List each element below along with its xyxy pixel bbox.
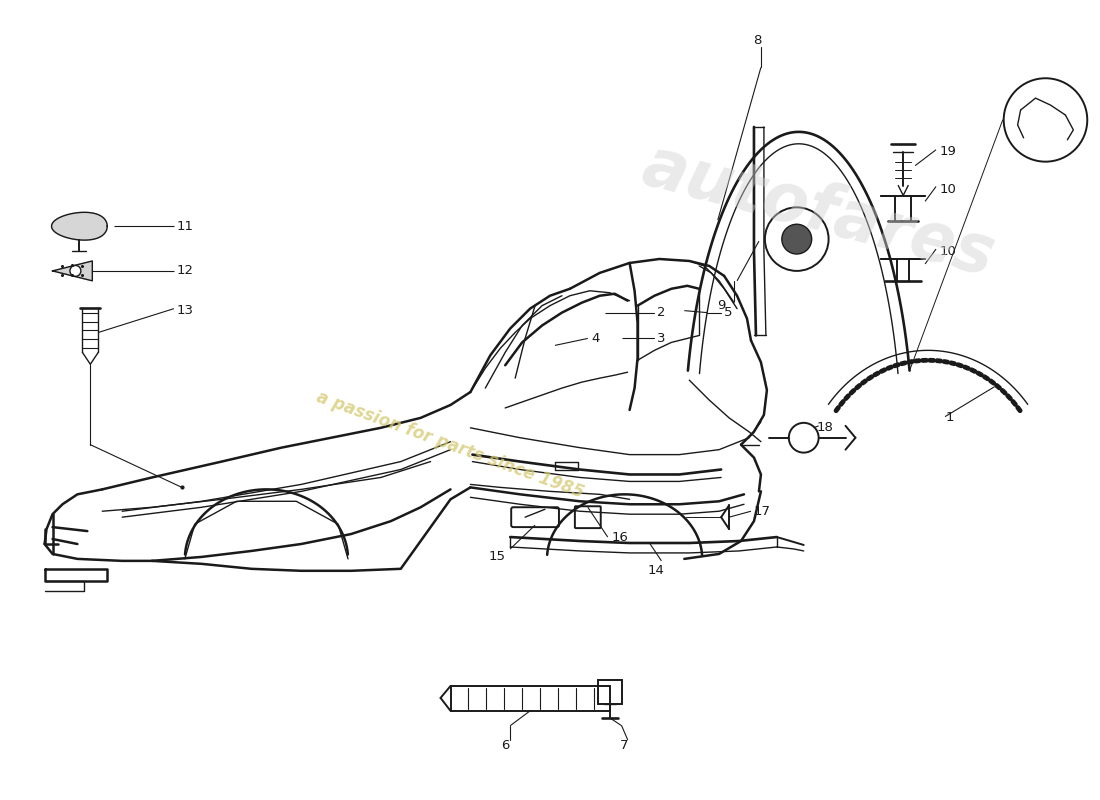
Text: 19: 19 <box>940 146 957 158</box>
Circle shape <box>782 224 812 254</box>
Text: 6: 6 <box>500 739 509 752</box>
Text: 9: 9 <box>717 299 725 312</box>
Text: 14: 14 <box>648 564 664 578</box>
Text: 10: 10 <box>940 183 957 196</box>
Text: 3: 3 <box>658 332 666 345</box>
Text: 17: 17 <box>754 505 771 518</box>
Text: 7: 7 <box>620 739 629 752</box>
Text: 8: 8 <box>752 34 761 47</box>
Text: 2: 2 <box>658 306 666 319</box>
Text: 10: 10 <box>940 245 957 258</box>
Circle shape <box>70 266 81 276</box>
Text: 18: 18 <box>816 422 834 434</box>
Text: 1: 1 <box>946 411 955 424</box>
Text: 12: 12 <box>177 265 194 278</box>
Text: 11: 11 <box>177 220 194 233</box>
Text: 13: 13 <box>177 304 194 317</box>
Text: autofares: autofares <box>636 133 1002 290</box>
Text: 4: 4 <box>592 332 601 345</box>
Polygon shape <box>53 261 92 281</box>
Text: 5: 5 <box>724 306 733 319</box>
Text: 16: 16 <box>612 530 628 543</box>
Polygon shape <box>52 212 107 240</box>
Text: a passion for parts since 1985: a passion for parts since 1985 <box>315 388 586 502</box>
Text: 15: 15 <box>488 550 505 563</box>
